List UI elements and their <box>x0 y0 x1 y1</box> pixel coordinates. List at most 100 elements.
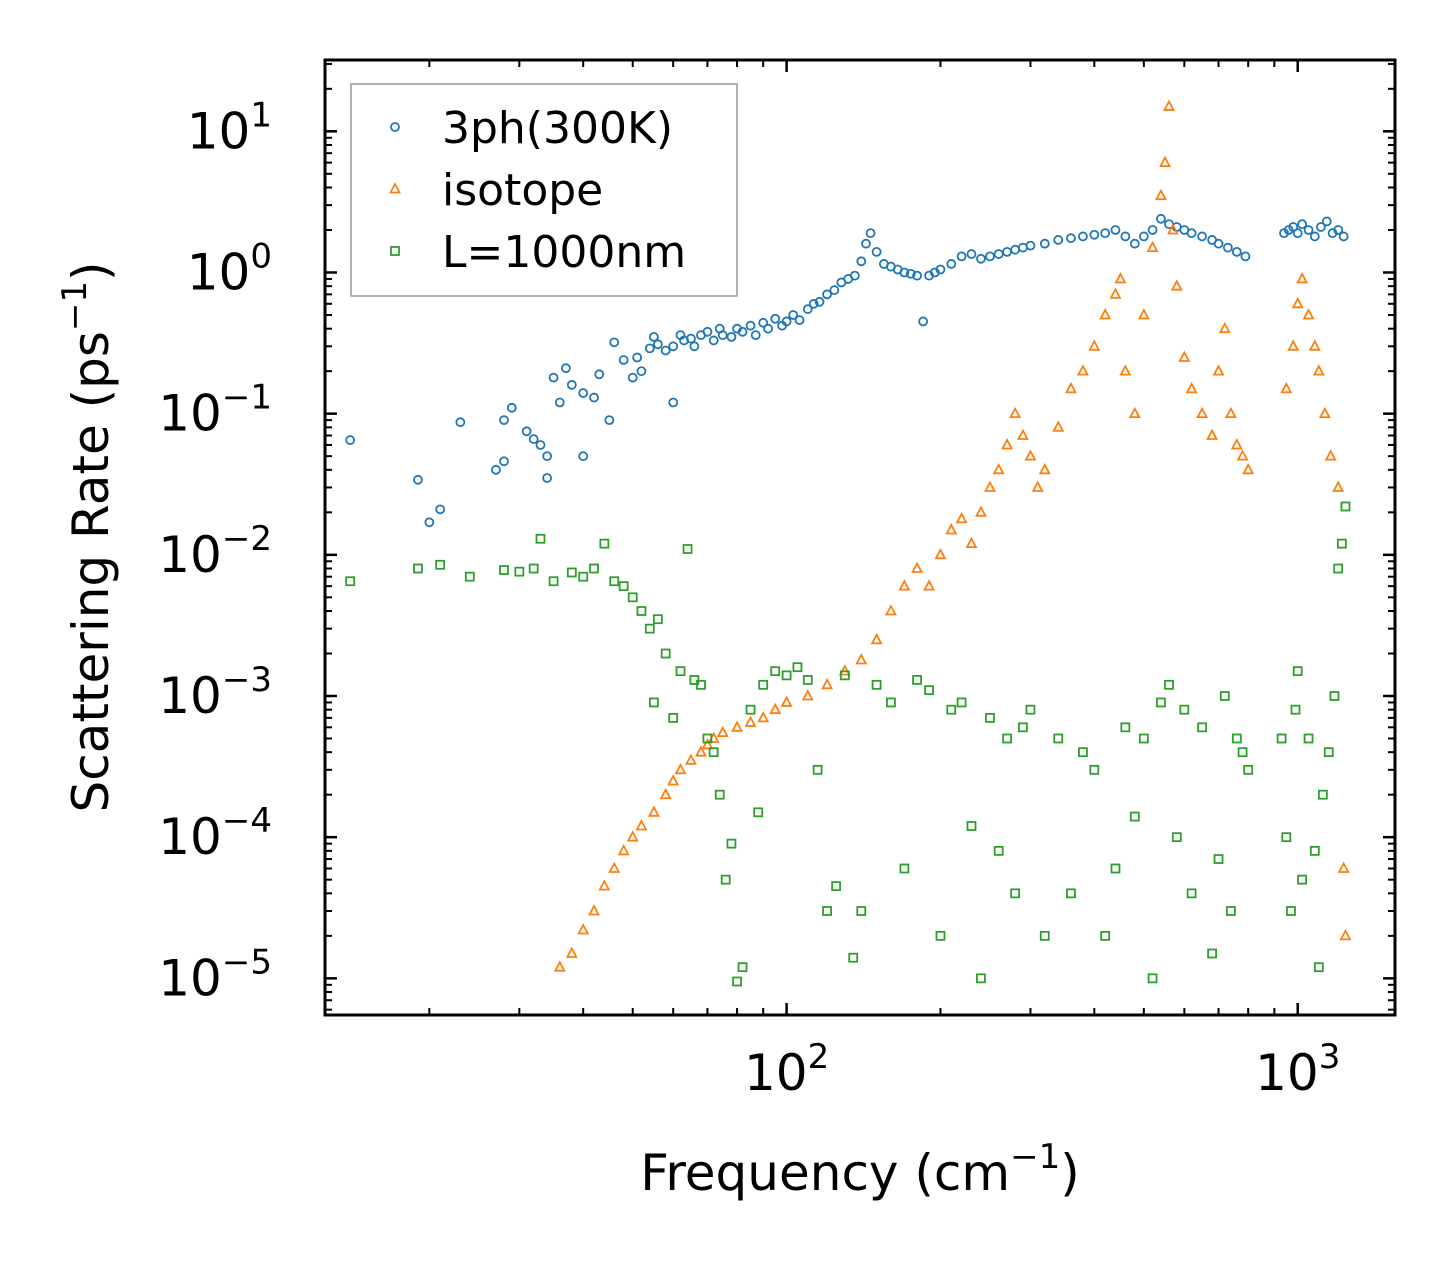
data-point <box>945 523 958 535</box>
data-point <box>856 906 867 916</box>
x-axis-label-exponent: −1 <box>1010 1137 1060 1177</box>
data-point <box>1078 231 1088 242</box>
data-point <box>1313 962 1324 973</box>
data-point <box>1281 832 1292 843</box>
data-point <box>849 270 860 281</box>
data-point <box>689 341 700 352</box>
data-point <box>345 435 356 445</box>
data-point <box>976 253 986 264</box>
x-tick-label: 102 <box>744 1037 829 1102</box>
data-point <box>1114 272 1127 284</box>
data-point <box>604 415 615 426</box>
legend-entry: 3ph(300K) <box>390 103 673 154</box>
data-point <box>781 670 792 681</box>
data-point <box>744 715 757 727</box>
data-point <box>617 843 630 856</box>
data-point <box>413 563 423 574</box>
data-point <box>1309 231 1320 242</box>
data-point <box>731 720 744 732</box>
data-point <box>1053 733 1064 744</box>
y-axis-label: Scattering Rate (ps−1) <box>55 261 120 812</box>
legend-label: isotope <box>442 165 603 216</box>
legend-marker-triangle <box>389 182 401 194</box>
data-point <box>1088 339 1101 351</box>
data-point <box>1237 747 1248 758</box>
data-point <box>886 697 896 708</box>
data-point <box>577 923 590 935</box>
data-point <box>956 697 967 708</box>
series-circle <box>345 213 1349 528</box>
data-point <box>821 677 834 690</box>
data-point <box>1303 733 1314 744</box>
data-point <box>794 315 805 325</box>
data-point <box>566 379 577 390</box>
data-point <box>682 544 693 554</box>
data-point <box>839 670 850 681</box>
data-point <box>1206 428 1219 440</box>
legend-frame <box>350 83 738 297</box>
data-point <box>499 456 509 467</box>
data-point <box>1231 733 1242 744</box>
data-point <box>1089 764 1100 775</box>
data-point <box>435 504 446 515</box>
data-point <box>659 787 672 800</box>
data-point <box>1315 222 1326 232</box>
data-point <box>717 330 728 341</box>
data-point <box>548 576 559 587</box>
data-point <box>955 511 968 524</box>
data-point <box>1329 691 1340 701</box>
data-point <box>1332 480 1345 492</box>
data-point <box>934 547 947 560</box>
data-point <box>514 566 525 577</box>
data-point <box>578 388 589 398</box>
data-point <box>566 567 577 578</box>
data-point <box>1138 231 1149 242</box>
data-point <box>855 653 868 665</box>
y-tick-label: 10−2 <box>158 519 272 584</box>
data-point <box>660 648 671 659</box>
data-point <box>757 710 770 723</box>
data-point <box>985 251 995 262</box>
data-point <box>966 821 977 831</box>
plot-area <box>323 58 1397 1017</box>
data-point <box>599 538 610 549</box>
data-point <box>1318 406 1331 419</box>
data-point <box>627 372 638 383</box>
data-point <box>1197 722 1207 733</box>
data-point <box>770 666 781 677</box>
data-point <box>1039 238 1050 249</box>
data-point <box>1129 811 1140 822</box>
data-point <box>1110 225 1121 235</box>
data-point <box>1159 155 1172 168</box>
data-point <box>865 228 876 239</box>
data-point <box>1291 296 1304 309</box>
data-point <box>1225 906 1236 916</box>
data-point <box>1119 364 1132 376</box>
series-layer <box>345 99 1352 987</box>
data-point <box>1213 238 1224 249</box>
data-point <box>737 962 748 973</box>
data-point <box>413 474 423 485</box>
data-point <box>1321 216 1332 227</box>
data-point <box>993 845 1004 856</box>
data-point <box>983 480 996 492</box>
data-point <box>935 264 946 275</box>
y-tick-label: 10−4 <box>158 801 272 866</box>
data-point <box>1128 406 1141 419</box>
data-point <box>1240 251 1251 262</box>
data-point <box>560 363 571 374</box>
data-point <box>758 317 769 328</box>
data-point <box>1303 225 1314 235</box>
data-point <box>1120 231 1131 242</box>
data-point <box>589 563 599 574</box>
data-point <box>750 330 761 341</box>
data-point <box>708 747 719 758</box>
data-point <box>1337 861 1350 873</box>
legend-entry: isotope <box>389 165 603 216</box>
data-point <box>1016 428 1029 440</box>
series-square <box>345 501 1351 987</box>
data-point <box>1292 666 1303 677</box>
data-point <box>1338 231 1349 242</box>
data-point <box>1137 308 1150 320</box>
data-point <box>737 326 748 337</box>
